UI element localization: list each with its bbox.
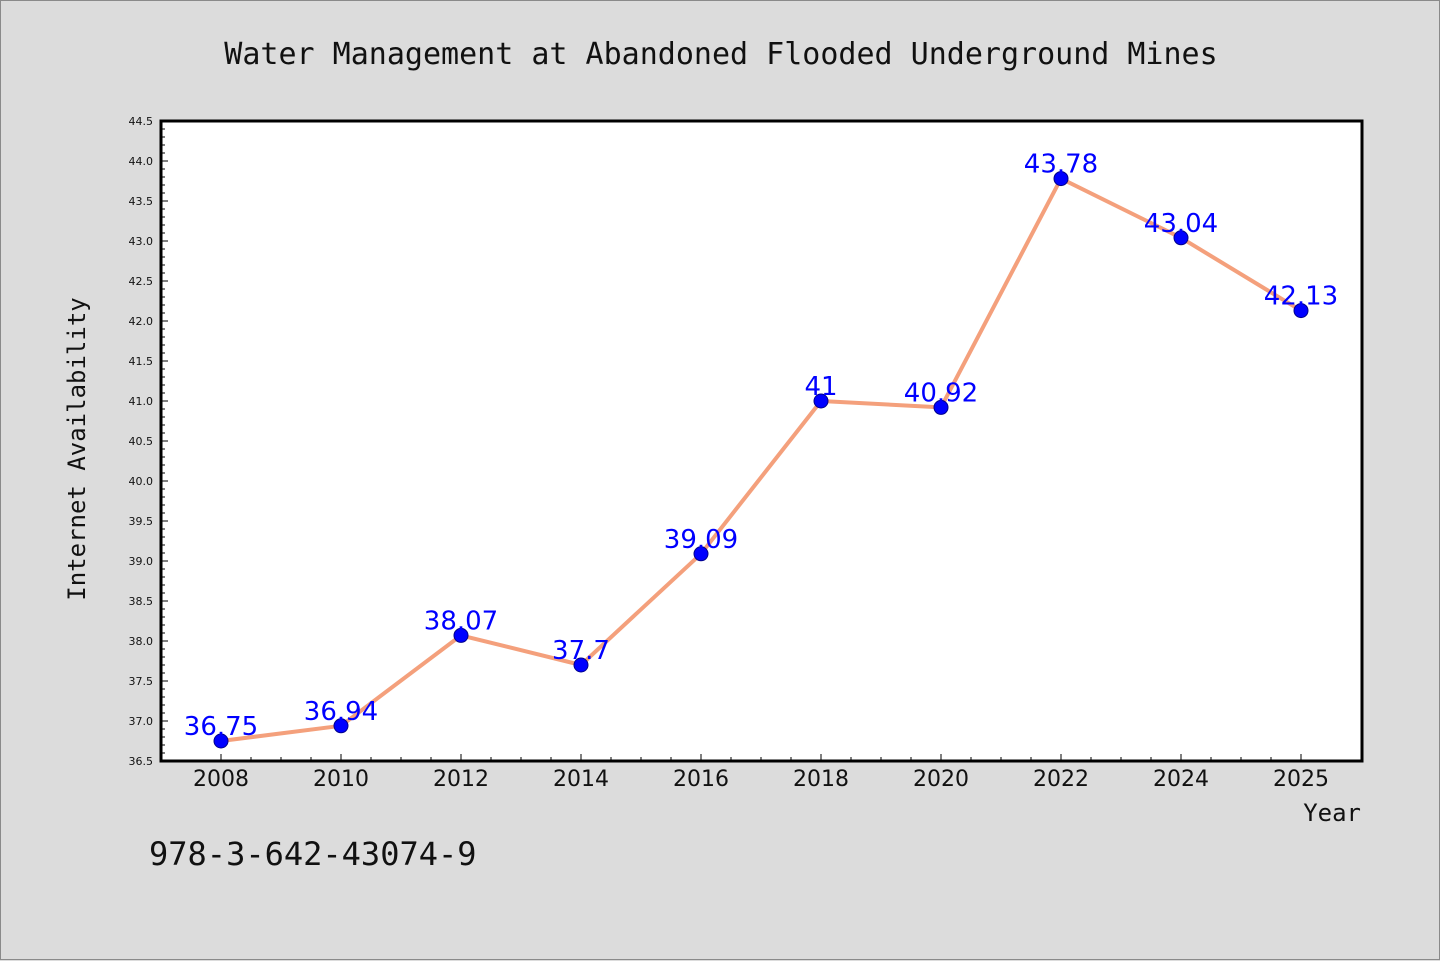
y-tick-label: 44.5 (129, 115, 154, 128)
data-point (1293, 303, 1309, 319)
series-polyline (219, 176, 1303, 743)
y-tick-label: 42.5 (129, 275, 154, 288)
data-label: 36.94 (304, 697, 378, 727)
x-axis: 2008 2010 2012 2014 2016 2018 2020 2022 2024 2025 (193, 754, 1329, 792)
data-label: 42.13 (1264, 282, 1338, 312)
y-tick-label: 43.0 (129, 235, 154, 248)
x-tick-label: 2020 (913, 767, 969, 792)
data-point (1173, 230, 1189, 246)
data-point (1053, 171, 1069, 187)
y-tick-label: 37.5 (129, 675, 154, 688)
y-tick-label: 40.0 (129, 475, 154, 488)
x-tick-label: 2022 (1033, 767, 1089, 792)
data-point (213, 733, 229, 749)
data-labels: 36.75 36.94 38.07 37.7 39.09 41 40.92 43.78 43.0… (184, 150, 1338, 742)
data-point (813, 393, 829, 409)
y-tick-label: 39.0 (129, 555, 154, 568)
x-tick-label: 2016 (673, 767, 729, 792)
data-point (453, 627, 469, 643)
data-label: 36.75 (184, 712, 258, 742)
data-markers (213, 171, 1309, 749)
y-tick-label: 41.5 (129, 355, 154, 368)
y-tick-label: 39.5 (129, 515, 154, 528)
data-label: 41 (804, 372, 837, 402)
data-label: 37.7 (552, 636, 610, 666)
x-tick-label: 2008 (193, 767, 249, 792)
data-label: 38.07 (424, 606, 498, 636)
x-tick-label: 2010 (313, 767, 369, 792)
y-tick-label: 44.0 (129, 155, 154, 168)
data-point (693, 546, 709, 562)
y-tick-label: 38.0 (129, 635, 154, 648)
x-tick-label: 2018 (793, 767, 849, 792)
chart-title: Water Management at Abandoned Flooded Un… (224, 37, 1217, 72)
data-point (573, 657, 589, 673)
y-tick-label: 37.0 (129, 715, 154, 728)
x-tick-label: 2014 (553, 767, 609, 792)
x-tick-label: 2012 (433, 767, 489, 792)
data-label: 43.78 (1024, 150, 1098, 180)
x-axis-title: Year (1303, 799, 1361, 827)
series-line (219, 176, 1303, 743)
data-point (933, 399, 949, 415)
y-tick-label: 36.5 (129, 755, 154, 768)
y-tick-label: 40.5 (129, 435, 154, 448)
x-tick-label: 2025 (1273, 767, 1329, 792)
data-point (333, 718, 349, 734)
y-axis-title: Internet Availability (63, 297, 91, 600)
y-tick-label: 42.0 (129, 315, 154, 328)
data-label: 39.09 (664, 525, 738, 555)
y-tick-label: 41.0 (129, 395, 154, 408)
y-tick-label: 38.5 (129, 595, 154, 608)
y-tick-label: 43.5 (129, 195, 154, 208)
x-tick-label: 2024 (1153, 767, 1209, 792)
isbn-text: 978-3-642-43074-9 (149, 835, 477, 873)
data-label: 40.92 (904, 378, 978, 408)
data-label: 43.04 (1144, 209, 1218, 239)
y-axis: 36.5 37.0 37.5 38.0 38.5 39.0 39.5 40.0 40.5 41.0… (129, 115, 168, 768)
